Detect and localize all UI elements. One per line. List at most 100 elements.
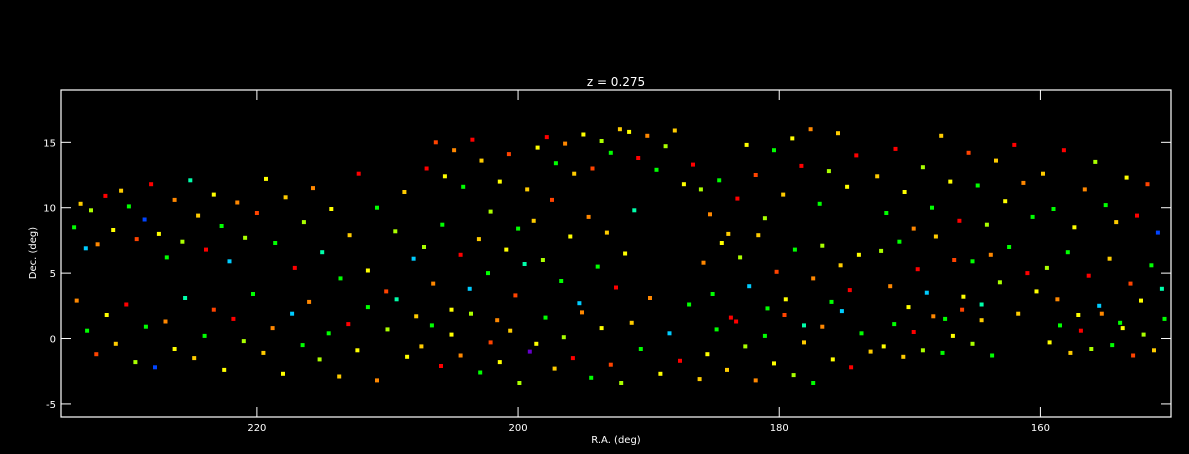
data-point — [1103, 203, 1108, 208]
data-point — [300, 343, 305, 348]
data-point — [629, 320, 634, 325]
data-point — [394, 297, 399, 302]
data-point — [1012, 142, 1017, 147]
data-point — [488, 209, 493, 214]
data-point — [561, 335, 566, 340]
data-point — [782, 313, 787, 317]
data-point — [196, 213, 201, 218]
data-point — [979, 318, 984, 323]
data-point — [627, 129, 632, 134]
data-point — [884, 211, 889, 215]
data-point — [714, 327, 719, 332]
data-point — [658, 371, 663, 376]
data-point — [599, 139, 604, 143]
data-point — [180, 239, 185, 244]
data-point — [488, 340, 493, 345]
y-axis-ticks: -5 0 5 10 15 — [43, 138, 1171, 411]
x-tick-label: 180 — [770, 423, 789, 434]
data-point — [667, 331, 672, 336]
data-point — [881, 344, 886, 349]
data-point — [375, 205, 379, 210]
data-point — [697, 377, 702, 382]
data-point — [984, 222, 989, 227]
data-point — [950, 333, 955, 338]
data-point — [856, 252, 861, 257]
data-point — [638, 347, 643, 351]
data-point — [495, 318, 500, 323]
data-point — [525, 187, 530, 192]
data-point — [133, 360, 138, 365]
data-point — [892, 322, 897, 327]
data-point — [156, 231, 161, 236]
y-axis-label: Dec. (deg) — [28, 227, 39, 279]
data-point — [264, 176, 268, 181]
y-tick-label: -5 — [46, 400, 56, 411]
data-point — [975, 183, 980, 188]
data-point — [774, 269, 779, 274]
data-point — [802, 323, 806, 328]
data-point — [744, 142, 749, 147]
data-point — [762, 216, 767, 221]
data-point — [970, 259, 975, 264]
data-point — [838, 263, 843, 268]
data-point — [442, 174, 447, 179]
y-tick-label: 0 — [50, 335, 56, 346]
data-point — [753, 378, 758, 383]
data-point — [586, 214, 591, 219]
data-point — [943, 316, 948, 321]
data-point — [654, 167, 659, 172]
data-point — [808, 127, 813, 132]
data-point — [78, 201, 83, 206]
data-point — [765, 306, 770, 311]
data-point — [830, 357, 835, 362]
data-point — [188, 178, 193, 183]
data-point — [617, 127, 622, 132]
data-point — [563, 141, 568, 146]
data-point — [163, 319, 168, 324]
data-point — [283, 195, 288, 200]
data-point — [527, 349, 532, 354]
data-point — [1078, 328, 1083, 333]
data-point — [595, 264, 600, 269]
data-point — [72, 225, 77, 230]
data-point — [449, 332, 454, 337]
data-point — [1007, 245, 1012, 249]
data-point — [411, 256, 416, 261]
data-point — [719, 241, 724, 245]
data-point — [979, 302, 984, 307]
data-point — [508, 328, 513, 333]
data-point — [1051, 207, 1056, 211]
data-point — [820, 324, 825, 329]
data-point — [743, 344, 748, 349]
data-point — [1141, 332, 1146, 337]
data-point — [506, 152, 511, 157]
data-point — [994, 158, 998, 163]
data-point — [254, 211, 259, 215]
plot-frame — [60, 89, 1172, 418]
data-point — [385, 327, 390, 332]
data-point — [915, 267, 920, 272]
data-point — [906, 305, 911, 310]
data-point — [143, 324, 148, 329]
data-point — [960, 307, 965, 312]
data-point — [1155, 230, 1160, 235]
data-point — [470, 137, 475, 142]
data-point — [753, 173, 758, 177]
data-point — [469, 311, 473, 316]
data-point — [997, 280, 1002, 285]
data-point — [292, 265, 297, 270]
data-point — [534, 341, 539, 346]
data-point — [836, 131, 840, 136]
data-point — [440, 222, 445, 227]
data-point — [1114, 220, 1119, 225]
data-point — [623, 251, 628, 256]
data-point — [735, 196, 740, 201]
data-point — [614, 285, 618, 290]
data-point — [424, 166, 429, 171]
data-point — [1072, 225, 1077, 230]
data-point — [419, 344, 424, 349]
data-point — [126, 204, 131, 209]
data-point — [811, 381, 816, 385]
data-point — [281, 371, 285, 376]
data-point — [791, 373, 796, 378]
